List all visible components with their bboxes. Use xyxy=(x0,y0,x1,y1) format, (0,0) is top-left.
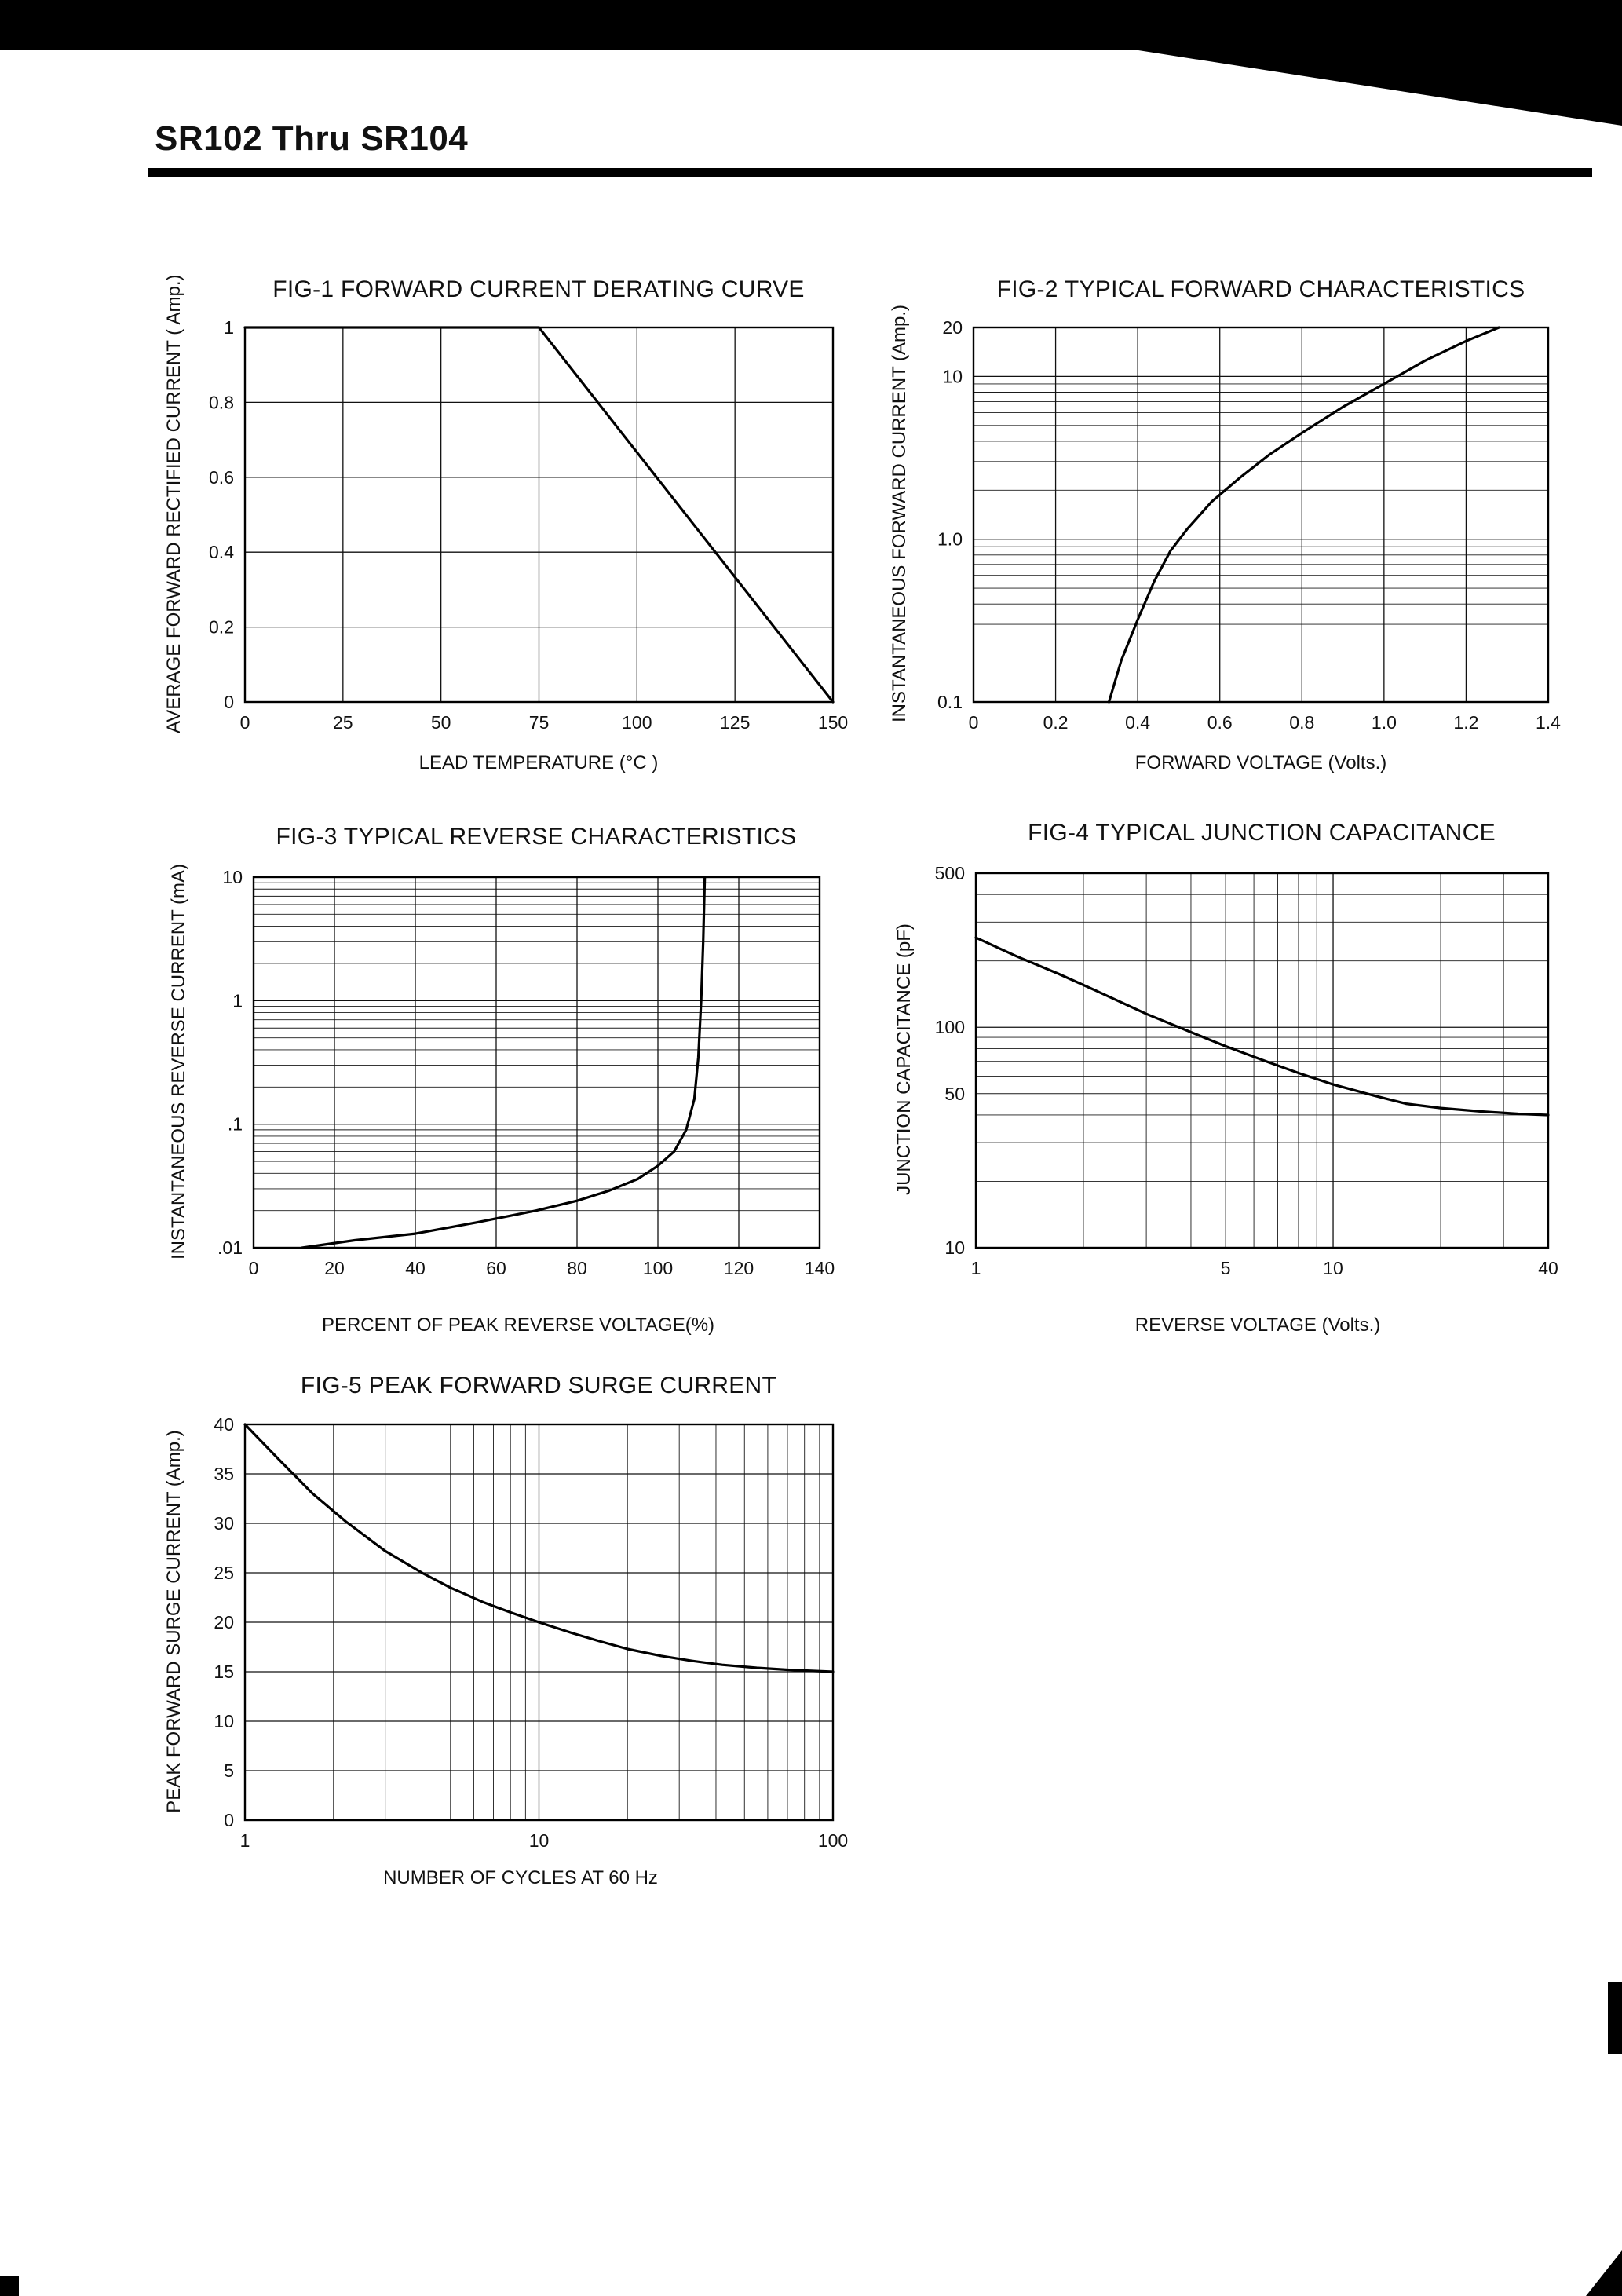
svg-text:1: 1 xyxy=(232,990,243,1011)
scan-artifact-top-bar xyxy=(0,0,1622,50)
svg-text:10: 10 xyxy=(222,867,243,887)
svg-text:0.4: 0.4 xyxy=(1125,712,1150,733)
svg-text:100: 100 xyxy=(622,712,652,733)
svg-text:100: 100 xyxy=(935,1017,965,1037)
surge-current xyxy=(243,1423,835,1673)
svg-text:0: 0 xyxy=(224,1810,234,1830)
page-title: SR102 Thru SR104 xyxy=(155,119,469,158)
svg-text:0.6: 0.6 xyxy=(209,467,234,488)
fig1-plot: 0 25 50 75 100 125 150 1 0.8 0.6 0.4 0.2 0 xyxy=(209,317,848,733)
svg-text:140: 140 xyxy=(805,1258,835,1278)
junction-capacitance xyxy=(974,936,1550,1117)
reverse-characteristic xyxy=(301,876,707,1249)
svg-text:0.8: 0.8 xyxy=(1289,712,1314,733)
svg-text:5: 5 xyxy=(224,1760,234,1781)
svg-text:50: 50 xyxy=(944,1084,965,1104)
svg-text:500: 500 xyxy=(935,863,965,883)
svg-text:10: 10 xyxy=(529,1830,550,1851)
forward-characteristic xyxy=(1107,326,1500,704)
svg-text:150: 150 xyxy=(818,712,848,733)
svg-text:10: 10 xyxy=(214,1711,234,1731)
svg-text:0: 0 xyxy=(240,712,250,733)
svg-text:0.1: 0.1 xyxy=(937,692,963,712)
svg-text:80: 80 xyxy=(567,1258,587,1278)
svg-text:15: 15 xyxy=(214,1662,234,1682)
svg-text:0: 0 xyxy=(249,1258,259,1278)
svg-text:40: 40 xyxy=(214,1414,234,1435)
svg-text:1: 1 xyxy=(224,317,234,338)
svg-text:0.2: 0.2 xyxy=(1043,712,1069,733)
derating-curve xyxy=(243,326,835,704)
svg-text:25: 25 xyxy=(214,1563,234,1583)
svg-text:10: 10 xyxy=(942,366,963,386)
svg-text:40: 40 xyxy=(405,1258,426,1278)
svg-text:0: 0 xyxy=(969,712,979,733)
svg-text:1: 1 xyxy=(240,1830,250,1851)
svg-text:1.0: 1.0 xyxy=(1372,712,1397,733)
svg-text:5: 5 xyxy=(1221,1258,1231,1278)
svg-text:50: 50 xyxy=(431,712,451,733)
svg-text:40: 40 xyxy=(1538,1258,1558,1278)
svg-text:60: 60 xyxy=(486,1258,506,1278)
svg-text:10: 10 xyxy=(1323,1258,1343,1278)
svg-text:10: 10 xyxy=(944,1238,965,1258)
svg-text:30: 30 xyxy=(214,1513,234,1534)
svg-text:100: 100 xyxy=(818,1830,848,1851)
svg-text:125: 125 xyxy=(720,712,750,733)
scan-artifact-right-edge xyxy=(1608,1982,1622,2054)
svg-text:1.4: 1.4 xyxy=(1536,712,1561,733)
svg-text:1: 1 xyxy=(971,1258,981,1278)
svg-text:20: 20 xyxy=(214,1612,234,1632)
svg-text:.01: .01 xyxy=(217,1238,243,1258)
header-rule xyxy=(148,168,1592,177)
svg-text:20: 20 xyxy=(942,317,963,338)
svg-text:120: 120 xyxy=(724,1258,754,1278)
svg-text:75: 75 xyxy=(529,712,550,733)
scan-artifact-bottom-left xyxy=(0,2276,19,2296)
svg-text:0.8: 0.8 xyxy=(209,392,234,412)
svg-text:0.2: 0.2 xyxy=(209,617,234,638)
svg-text:.1: .1 xyxy=(228,1114,243,1135)
svg-text:0.4: 0.4 xyxy=(209,542,234,562)
fig2-plot: 0 0.2 0.4 0.6 0.8 1.0 1.2 1.4 20 10 1.0 0.1 xyxy=(937,317,1561,733)
svg-text:20: 20 xyxy=(324,1258,345,1278)
svg-text:35: 35 xyxy=(214,1464,234,1484)
svg-text:1.2: 1.2 xyxy=(1453,712,1478,733)
fig4-plot: 1 5 10 40 500 100 50 10 xyxy=(935,863,1558,1278)
svg-text:1.0: 1.0 xyxy=(937,529,963,550)
svg-text:0.6: 0.6 xyxy=(1207,712,1233,733)
svg-text:0: 0 xyxy=(224,692,234,712)
fig3-plot: 0 20 40 60 80 100 120 140 10 1 .1 .01 xyxy=(217,867,835,1278)
svg-text:100: 100 xyxy=(643,1258,673,1278)
svg-text:25: 25 xyxy=(333,712,353,733)
fig5-plot: 1 10 100 40 35 30 25 20 15 10 5 0 xyxy=(214,1414,848,1851)
